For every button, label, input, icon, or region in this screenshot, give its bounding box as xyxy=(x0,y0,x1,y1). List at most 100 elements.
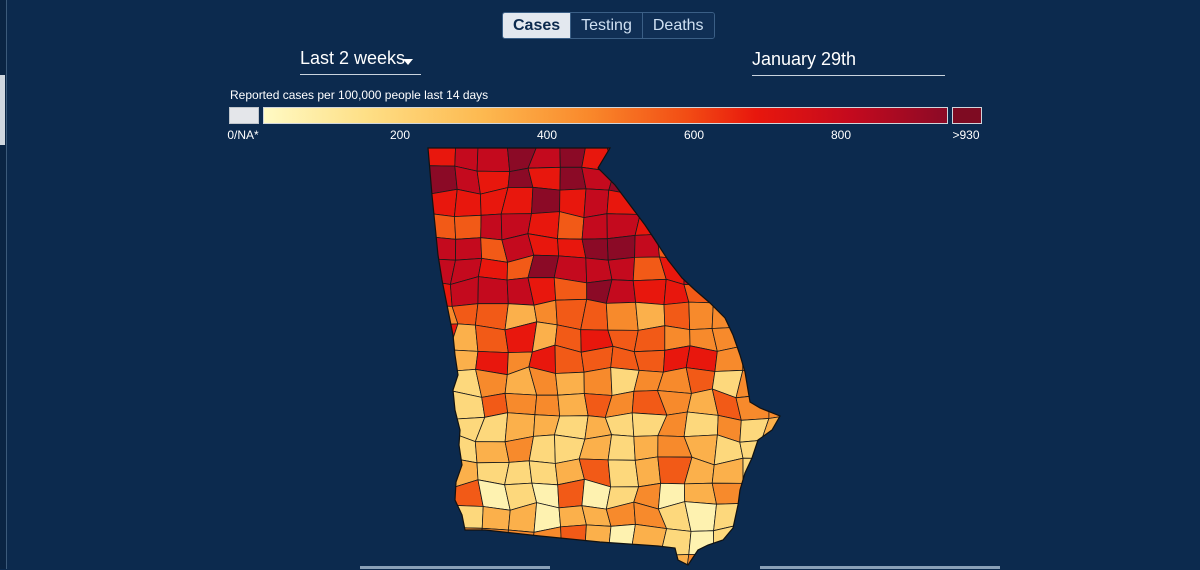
county-shape[interactable] xyxy=(689,531,714,555)
county-shape[interactable] xyxy=(741,503,771,525)
county-shape[interactable] xyxy=(762,440,791,465)
county-shape[interactable] xyxy=(456,238,482,261)
county-shape[interactable] xyxy=(428,370,454,397)
county-shape[interactable] xyxy=(555,547,585,570)
county-shape[interactable] xyxy=(582,239,608,261)
tab-deaths[interactable]: Deaths xyxy=(642,13,714,38)
county-shape[interactable] xyxy=(428,528,453,550)
county-shape[interactable] xyxy=(558,239,586,258)
county-shape[interactable] xyxy=(585,547,610,570)
county-shape[interactable] xyxy=(558,479,585,508)
tab-cases[interactable]: Cases xyxy=(503,13,570,38)
county-shape[interactable] xyxy=(609,548,637,570)
county-shape[interactable] xyxy=(657,234,690,259)
county-shape[interactable] xyxy=(716,187,738,217)
county-shape[interactable] xyxy=(661,166,685,188)
county-shape[interactable] xyxy=(713,279,741,303)
county-shape[interactable] xyxy=(684,412,718,437)
county-shape[interactable] xyxy=(769,394,790,418)
county-shape[interactable] xyxy=(505,393,537,414)
county-shape[interactable] xyxy=(528,167,560,190)
county-shape[interactable] xyxy=(428,486,453,506)
county-shape[interactable] xyxy=(635,457,660,487)
county-shape[interactable] xyxy=(428,435,456,461)
county-shape[interactable] xyxy=(584,189,609,218)
county-shape[interactable] xyxy=(737,279,770,308)
county-shape[interactable] xyxy=(764,232,790,259)
county-shape[interactable] xyxy=(738,189,771,217)
tab-testing[interactable]: Testing xyxy=(570,13,642,38)
county-shape[interactable] xyxy=(505,461,532,485)
county-shape[interactable] xyxy=(765,189,790,214)
date-field[interactable]: January 29th xyxy=(752,49,945,76)
county-shape[interactable] xyxy=(529,435,555,464)
county-shape[interactable] xyxy=(585,525,611,550)
county-shape[interactable] xyxy=(477,146,510,172)
county-shape[interactable] xyxy=(607,190,640,214)
county-shape[interactable] xyxy=(736,394,769,420)
county-shape[interactable] xyxy=(635,146,665,168)
county-shape[interactable] xyxy=(478,277,508,304)
county-shape[interactable] xyxy=(717,215,741,240)
county-shape[interactable] xyxy=(428,391,456,419)
county-shape[interactable] xyxy=(560,146,586,167)
county-shape[interactable] xyxy=(766,524,791,550)
county-shape[interactable] xyxy=(764,211,790,234)
county-shape[interactable] xyxy=(428,237,456,261)
county-shape[interactable] xyxy=(738,146,769,168)
county-shape[interactable] xyxy=(737,257,769,285)
county-shape[interactable] xyxy=(657,213,690,239)
county-shape[interactable] xyxy=(635,234,660,257)
county-shape[interactable] xyxy=(685,167,716,188)
county-shape[interactable] xyxy=(428,419,456,436)
county-shape[interactable] xyxy=(606,302,638,330)
county-shape[interactable] xyxy=(454,215,481,239)
county-shape[interactable] xyxy=(608,435,635,461)
georgia-county-map[interactable] xyxy=(420,140,790,570)
county-shape[interactable] xyxy=(690,213,718,241)
county-shape[interactable] xyxy=(632,524,667,555)
county-shape[interactable] xyxy=(743,458,765,486)
period-dropdown[interactable]: Last 2 weeks xyxy=(300,48,421,75)
county-shape[interactable] xyxy=(738,213,771,239)
county-shape[interactable] xyxy=(740,232,769,262)
county-shape[interactable] xyxy=(449,350,478,371)
county-shape[interactable] xyxy=(633,279,666,304)
county-shape[interactable] xyxy=(713,260,741,285)
county-shape[interactable] xyxy=(529,461,558,485)
county-shape[interactable] xyxy=(428,505,453,528)
county-shape[interactable] xyxy=(609,524,636,549)
county-shape[interactable] xyxy=(635,166,665,195)
county-shape[interactable] xyxy=(712,554,743,570)
county-shape[interactable] xyxy=(428,281,452,307)
county-shape[interactable] xyxy=(454,189,481,216)
county-shape[interactable] xyxy=(717,239,741,261)
county-shape[interactable] xyxy=(685,146,717,169)
county-shape[interactable] xyxy=(740,440,762,458)
county-shape[interactable] xyxy=(634,350,665,372)
county-shape[interactable] xyxy=(482,507,510,531)
county-shape[interactable] xyxy=(743,345,763,376)
county-shape[interactable] xyxy=(736,524,771,553)
county-shape[interactable] xyxy=(741,302,770,327)
county-shape[interactable] xyxy=(763,322,791,346)
county-shape[interactable] xyxy=(586,258,612,283)
county-shape[interactable] xyxy=(451,505,483,528)
county-shape[interactable] xyxy=(761,345,790,376)
county-shape[interactable] xyxy=(528,255,559,278)
county-shape[interactable] xyxy=(686,187,718,216)
county-shape[interactable] xyxy=(428,350,454,371)
county-shape[interactable] xyxy=(608,460,639,487)
county-shape[interactable] xyxy=(608,257,634,280)
county-shape[interactable] xyxy=(761,374,790,398)
county-shape[interactable] xyxy=(762,459,790,488)
county-shape[interactable] xyxy=(532,187,560,213)
county-shape[interactable] xyxy=(428,146,456,166)
county-shape[interactable] xyxy=(607,235,635,260)
county-shape[interactable] xyxy=(657,187,689,215)
county-shape[interactable] xyxy=(657,555,689,570)
county-shape[interactable] xyxy=(714,503,744,530)
county-shape[interactable] xyxy=(738,166,769,189)
county-shape[interactable] xyxy=(664,302,690,330)
county-shape[interactable] xyxy=(765,166,790,194)
